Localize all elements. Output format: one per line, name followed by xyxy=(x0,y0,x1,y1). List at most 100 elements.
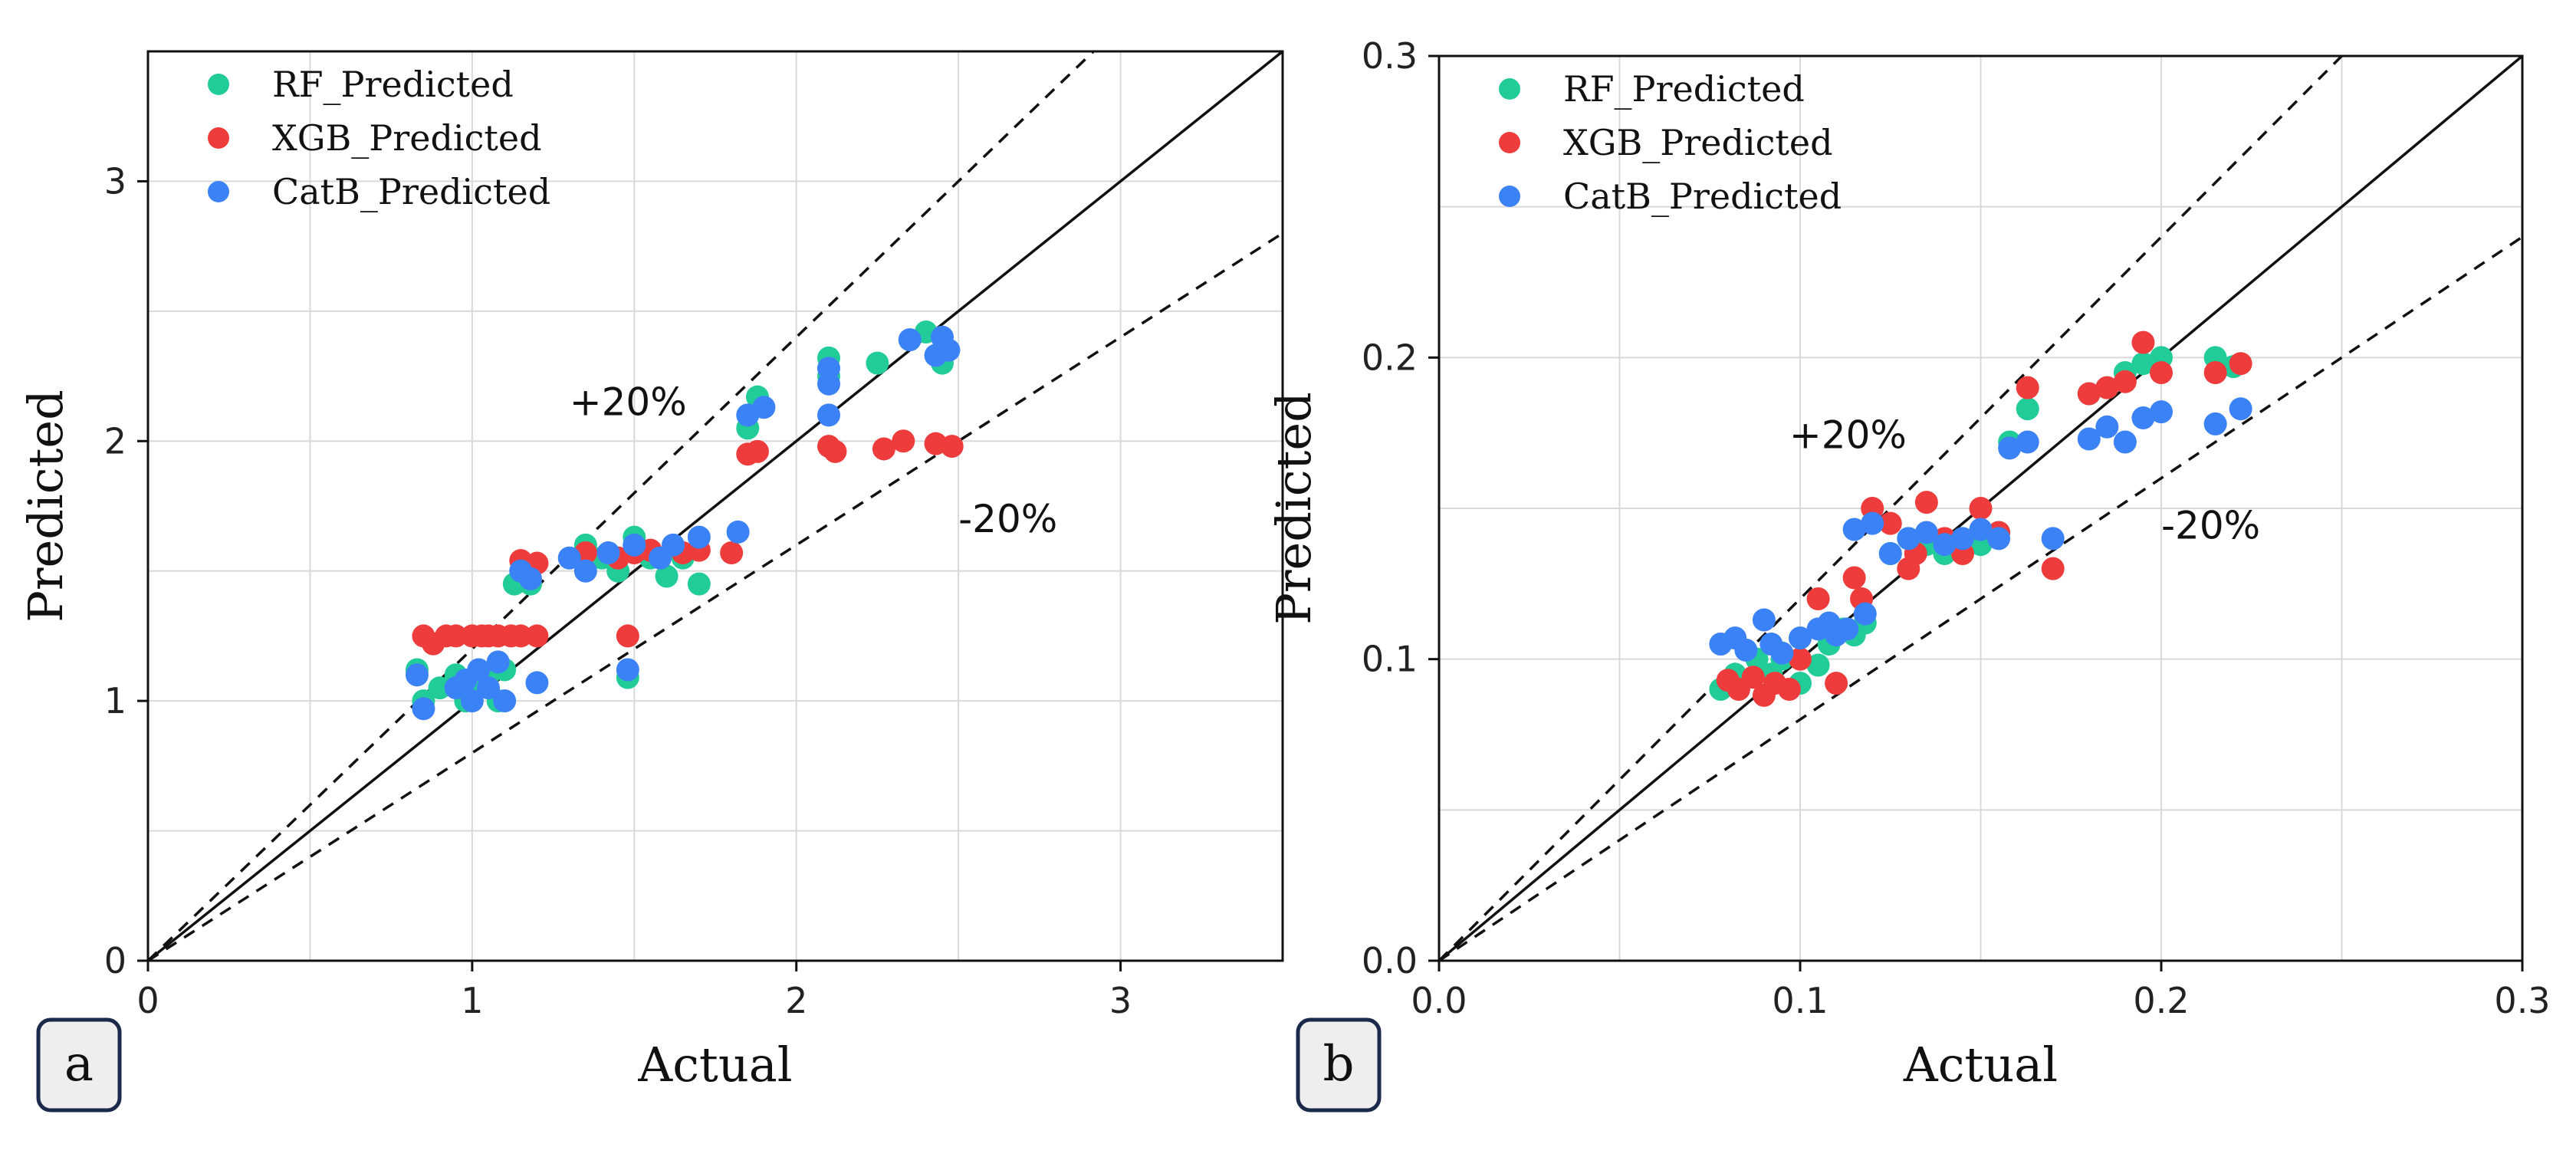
data-point xyxy=(2041,527,2065,551)
annotation-label: +20% xyxy=(1789,413,1907,457)
series-XGB_Predicted xyxy=(412,429,964,656)
series-CatB_Predicted xyxy=(1709,397,2252,665)
panel-badge-box xyxy=(1296,1017,1382,1113)
data-point xyxy=(866,351,889,375)
legend: RF_Predicted XGB_Predicted CatB_Predicted xyxy=(1499,68,1842,217)
data-point xyxy=(2131,406,2155,429)
x-tick-label: 0 xyxy=(136,980,159,1021)
data-point xyxy=(940,435,964,459)
legend-label: RF_Predicted xyxy=(1563,68,1805,110)
data-point xyxy=(486,650,510,674)
x-axis-label: Actual xyxy=(637,1037,792,1093)
reference-line-identity xyxy=(148,51,1283,961)
data-point xyxy=(2113,370,2137,393)
data-point xyxy=(872,437,895,461)
data-point xyxy=(2150,400,2173,424)
legend-marker xyxy=(208,74,229,95)
grid-lines xyxy=(147,51,1283,961)
panel-badge: b xyxy=(1296,1017,1382,1113)
x-tick-label: 0.1 xyxy=(1772,980,1828,1021)
data-point xyxy=(720,541,744,564)
data-point xyxy=(2203,361,2227,384)
data-point xyxy=(1998,436,2022,460)
legend-marker xyxy=(1499,78,1520,100)
data-point xyxy=(616,658,639,682)
chart-panel-a: 0 1 2 3 0 1 2 3 Actual Predicted RF_Predicted XGB_P… xyxy=(18,50,1284,1113)
data-point xyxy=(477,676,500,700)
data-point xyxy=(1878,542,1902,565)
data-point xyxy=(1878,511,1902,535)
series-XGB_Predicted xyxy=(1716,330,2252,707)
data-point xyxy=(687,572,711,596)
data-point xyxy=(1806,653,1830,677)
data-point xyxy=(1789,647,1812,671)
data-point xyxy=(467,658,491,682)
data-point xyxy=(823,439,847,463)
reference-line-minus20 xyxy=(1439,235,2522,961)
data-point xyxy=(898,328,922,352)
data-point xyxy=(1914,521,1938,544)
chart-panel-b: 0.0 0.1 0.2 0.3 0.0 0.1 0.2 0.3 Actual Predicted R… xyxy=(1266,35,2551,1113)
y-tick-label: 2 xyxy=(104,420,127,462)
y-axis-label: Predicted xyxy=(1266,392,1322,625)
data-point xyxy=(405,663,429,687)
data-point xyxy=(573,559,597,583)
y-tick-label: 3 xyxy=(104,160,127,202)
data-point xyxy=(662,533,685,557)
data-point xyxy=(1969,518,1993,541)
data-point xyxy=(1770,641,1794,665)
data-point xyxy=(460,689,484,713)
data-point xyxy=(892,429,915,453)
data-point xyxy=(428,676,452,700)
data-point xyxy=(2016,376,2039,399)
x-tick-label: 3 xyxy=(1109,980,1132,1021)
data-point xyxy=(1806,587,1830,610)
reference-line-minus20 xyxy=(148,232,1283,961)
data-point xyxy=(2229,397,2252,421)
data-point xyxy=(2095,415,2119,439)
data-point xyxy=(1835,617,1859,641)
ticks: 0 1 2 3 0 1 2 3 xyxy=(104,160,1132,1021)
annotation-label: -20% xyxy=(2161,503,2260,547)
y-axis-label: Predicted xyxy=(18,390,74,623)
legend-marker xyxy=(208,127,229,149)
data-point xyxy=(444,624,468,648)
data-point xyxy=(1752,608,1776,632)
y-tick-label: 0.2 xyxy=(1362,337,1418,378)
plot-frame xyxy=(1438,54,2524,962)
data-point xyxy=(752,396,776,419)
annotation-label: -20% xyxy=(958,497,1057,541)
data-point xyxy=(2113,430,2137,454)
legend: RF_Predicted XGB_Predicted CatB_Predicted xyxy=(208,64,550,212)
legend-label: CatB_Predicted xyxy=(272,171,550,212)
x-tick-label: 0.0 xyxy=(1411,980,1467,1021)
data-point xyxy=(596,541,620,564)
data-point xyxy=(509,624,533,648)
scatter-points xyxy=(405,320,964,721)
data-point xyxy=(525,671,549,695)
x-tick-label: 2 xyxy=(785,980,807,1021)
data-point xyxy=(518,567,542,590)
x-axis-label: Actual xyxy=(1903,1037,2058,1093)
data-point xyxy=(2016,430,2039,454)
data-point xyxy=(655,564,678,588)
data-point xyxy=(2077,382,2101,406)
data-point xyxy=(2203,412,2227,436)
data-point xyxy=(1825,672,1848,695)
data-point xyxy=(2041,557,2065,580)
data-point xyxy=(493,689,517,713)
series-CatB_Predicted xyxy=(405,325,961,721)
data-point xyxy=(1842,566,1866,590)
data-point xyxy=(1969,497,1993,520)
legend-marker xyxy=(1499,132,1520,153)
data-point xyxy=(623,533,646,557)
data-point xyxy=(1950,527,1974,551)
scatter-points xyxy=(1709,330,2252,707)
y-tick-label: 0 xyxy=(104,940,127,981)
x-tick-label: 0.2 xyxy=(2133,980,2189,1021)
data-point xyxy=(2131,352,2155,376)
data-point xyxy=(2016,397,2039,421)
data-point xyxy=(1842,518,1866,541)
data-point xyxy=(1861,511,1884,535)
